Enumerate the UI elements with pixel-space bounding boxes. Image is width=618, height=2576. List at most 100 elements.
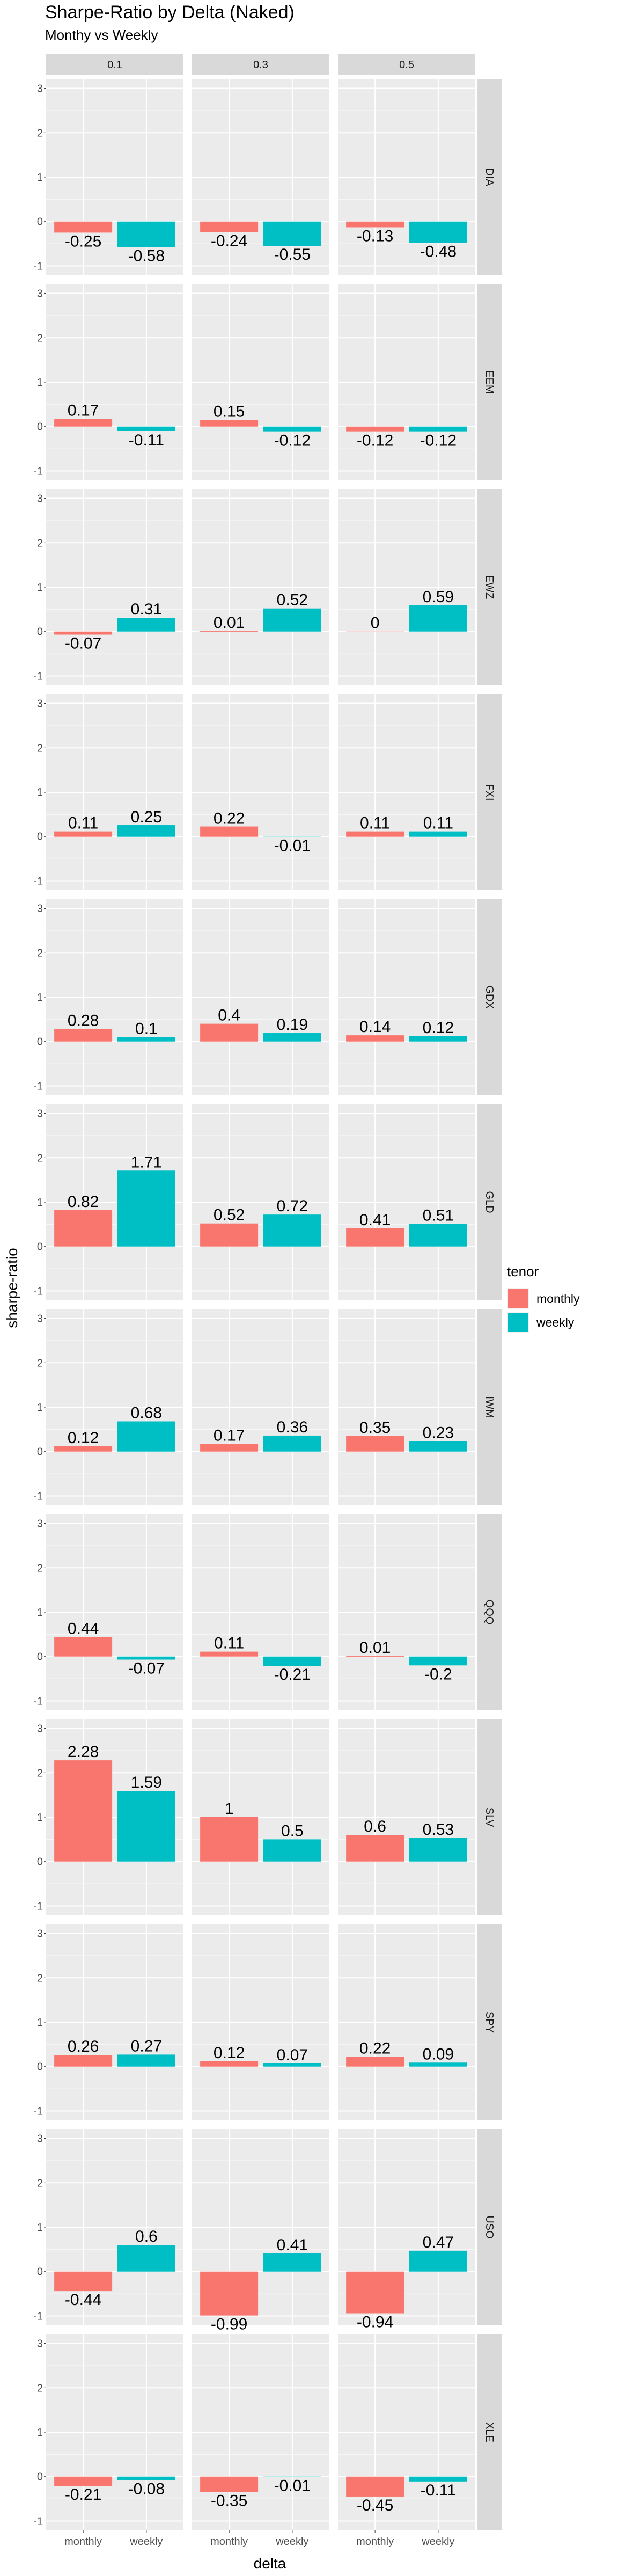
y-tick-label: 0 (37, 1651, 43, 1663)
chart-subtitle: Monthy vs Weekly (45, 27, 158, 43)
panel-uso-0-5: -0.94 0.47 (338, 2129, 475, 2331)
bar-value-label: -0.07 (65, 635, 101, 653)
bar-value-label: 0.19 (277, 1016, 308, 1034)
bar-weekly (409, 1838, 467, 1862)
panel-gld-0-3: 0.52 0.72 (192, 1104, 329, 1300)
bar-monthly (200, 1023, 259, 1042)
y-tick-label: 0 (37, 2266, 43, 2278)
bar-value-label: -0.01 (274, 837, 311, 855)
bar-weekly (117, 1037, 175, 1042)
x-tick-label: weekly (275, 2536, 308, 2548)
bar-value-label: 0.07 (277, 2046, 308, 2064)
row-strip-label: EWZ (483, 575, 495, 599)
bar-monthly (54, 1210, 113, 1247)
bar-value-label: 0.41 (359, 1211, 391, 1229)
panel-qqq-0-5: 0.01 -0.2 (338, 1514, 475, 1710)
panel-slv-0-3: 10.5 (192, 1719, 329, 1915)
y-tick-label: 3 (37, 83, 43, 95)
bar-monthly (54, 2271, 113, 2292)
x-tick-label: weekly (421, 2536, 454, 2548)
bar-value-label: 0.22 (359, 2040, 391, 2058)
y-tick-label: 0 (37, 1241, 43, 1253)
panel-ewz-0-3: 0.01 0.52 (192, 489, 329, 685)
row-strip-spy (477, 1924, 502, 2120)
y-tick-label: 2 (37, 332, 43, 344)
panel-gdx-0-3: 0.4 0.19 (192, 899, 329, 1095)
bar-monthly (200, 1223, 259, 1247)
bar-monthly (54, 1637, 113, 1657)
y-tick-label: -1 (33, 1080, 43, 1092)
bar-value-label: 0.28 (68, 1012, 99, 1030)
y-tick-label: 3 (37, 1518, 43, 1530)
y-tick-label: 3 (37, 493, 43, 505)
bar-monthly (346, 831, 404, 837)
row-strip-gdx (477, 899, 502, 1095)
bar-weekly (263, 1435, 321, 1452)
y-tick-label: 2 (37, 1562, 43, 1574)
bar-value-label: 0.11 (360, 815, 390, 832)
panel-fxi-0-5: 0.11 0.11 (338, 694, 475, 890)
y-tick-label: 1 (37, 1402, 43, 1414)
y-tick-label: 3 (37, 1723, 43, 1735)
bar-value-label: 0.47 (423, 2234, 454, 2251)
y-tick-label: 3 (37, 288, 43, 300)
x-axis-title: delta (254, 2555, 286, 2572)
y-tick-label: 0 (37, 1856, 43, 1868)
bar-value-label: -0.2 (424, 1665, 452, 1683)
y-tick-label: 2 (37, 1152, 43, 1164)
bar-weekly (117, 2054, 175, 2067)
bar-weekly (263, 1033, 321, 1042)
row-strip-xle (477, 2334, 502, 2530)
bar-monthly (54, 2055, 113, 2067)
bar-value-label: 0.09 (423, 2045, 454, 2063)
panel-gdx-0-1: 0.28 0.1 (46, 899, 183, 1095)
bar-value-label: -0.48 (420, 243, 457, 260)
y-tick-label: 1 (37, 377, 43, 389)
bar-value-label: 0.17 (68, 402, 99, 420)
y-tick-label: -1 (33, 465, 43, 477)
panel-spy-0-3: 0.12 0.07 (192, 1924, 329, 2120)
bar-weekly (263, 608, 321, 632)
x-tick-label: weekly (129, 2536, 163, 2548)
bar-monthly (346, 1228, 404, 1247)
row-strip-label: GDX (483, 985, 495, 1008)
bar-monthly (54, 831, 113, 837)
y-tick-label: 3 (37, 1108, 43, 1120)
bar-value-label: 0.53 (423, 1821, 454, 1839)
panel-eem-0-5: -0.12 -0.12 (338, 284, 475, 480)
y-tick-label: 0 (37, 2061, 43, 2073)
column-strip-label: 0.3 (253, 59, 268, 71)
bar-value-label: -0.12 (274, 432, 311, 450)
bar-weekly (409, 1036, 467, 1042)
row-strip-label: EEM (483, 370, 495, 393)
panel-xle-0-5: -0.45 -0.11 (338, 2334, 475, 2530)
panel-spy-0-1: 0.26 0.27 (46, 1924, 183, 2120)
y-tick-label: 0 (37, 216, 43, 228)
y-tick-label: 2 (37, 742, 43, 754)
legend-key-monthly (508, 1289, 528, 1308)
panel-eem-0-1: 0.17 -0.11 (46, 284, 183, 480)
bar-weekly (409, 1224, 467, 1247)
bar-value-label: 0.5 (281, 1822, 304, 1840)
y-tick-label: 1 (37, 2427, 43, 2439)
bar-value-label: 0.27 (131, 2037, 162, 2055)
y-tick-label: -1 (33, 1285, 43, 1297)
bar-weekly (409, 605, 467, 632)
bar-value-label: -0.58 (128, 247, 165, 265)
bar-weekly (409, 2250, 467, 2272)
bar-value-label: 0.6 (364, 1818, 386, 1835)
bar-weekly (263, 2253, 321, 2272)
bar-value-label: -0.11 (421, 2482, 456, 2499)
bar-monthly (54, 221, 113, 233)
bar-value-label: 0.12 (214, 2044, 245, 2062)
bar-value-label: 0.4 (218, 1007, 240, 1024)
legend-title: tenor (507, 1263, 539, 1279)
bar-value-label: 0.44 (68, 1620, 99, 1637)
bar-value-label: -0.12 (357, 432, 393, 450)
y-tick-label: -1 (33, 2310, 43, 2322)
bar-weekly (409, 1441, 467, 1452)
y-tick-label: 1 (37, 582, 43, 594)
bar-monthly (346, 1436, 404, 1452)
panel-fxi-0-1: 0.11 0.25 (46, 694, 183, 890)
